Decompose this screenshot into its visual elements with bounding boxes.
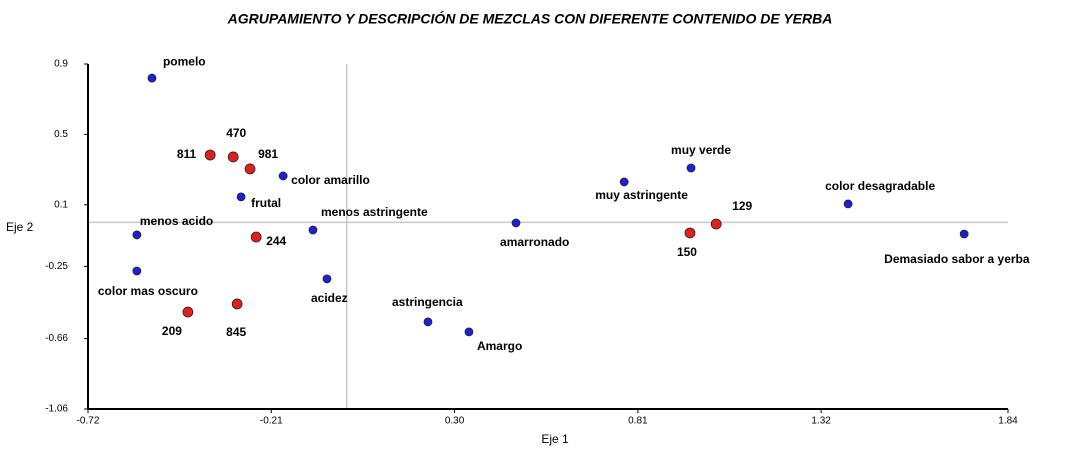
point (147, 73, 157, 83)
point (244, 163, 256, 175)
point (511, 218, 521, 228)
x-tick-label: -0.72 (77, 416, 100, 427)
point-label: Amargo (477, 339, 522, 353)
x-tick-label: -0.21 (260, 416, 283, 427)
point-label: 150 (677, 245, 697, 259)
point-label: muy astringente (595, 188, 688, 202)
point-label: 845 (226, 325, 246, 339)
point (322, 274, 332, 284)
point (204, 149, 216, 161)
point (231, 298, 243, 310)
point (236, 192, 246, 202)
point-label: color amarillo (291, 173, 370, 187)
y-tick-label: -1.06 (45, 404, 68, 415)
point (227, 151, 239, 163)
y-tick-label: 0.9 (54, 59, 68, 70)
y-tick-label: -0.66 (45, 333, 68, 344)
point-label: muy verde (671, 143, 731, 157)
point-label: color mas oscuro (98, 284, 198, 298)
point-label: 244 (266, 234, 286, 248)
point (843, 199, 853, 209)
point (619, 177, 629, 187)
x-tick-label: 0.30 (445, 416, 465, 427)
point-label: 209 (162, 324, 182, 338)
y-axis-label: Eje 2 (6, 220, 34, 234)
point-label: amarronado (500, 235, 569, 249)
point-label: 470 (226, 126, 246, 140)
point (308, 225, 318, 235)
point-label: pomelo (163, 54, 206, 68)
point-label: menos acido (140, 214, 213, 228)
point (132, 266, 142, 276)
point (423, 317, 433, 327)
point (278, 171, 288, 181)
point (132, 230, 142, 240)
y-tick-label: -0.25 (45, 261, 68, 272)
x-tick-label: 1.84 (998, 416, 1018, 427)
point-label: 129 (732, 199, 752, 213)
point (182, 306, 194, 318)
point (710, 218, 722, 230)
point-label: acidez (311, 291, 348, 305)
x-tick-label: 0.81 (628, 416, 648, 427)
point-label: 811 (177, 147, 197, 161)
point-label: frutal (251, 196, 281, 210)
y-tick-label: 0.1 (54, 199, 68, 210)
point (686, 163, 696, 173)
point-label: 981 (258, 147, 278, 161)
point (250, 231, 262, 243)
point-label: color desagradable (825, 179, 935, 193)
chart-title: AGRUPAMIENTO Y DESCRIPCIÓN DE MEZCLAS CO… (227, 10, 833, 27)
point-label: menos astringente (321, 205, 428, 219)
point (684, 227, 696, 239)
point-label: astringencia (392, 295, 463, 309)
y-tick-label: 0.5 (54, 129, 68, 140)
point (959, 229, 969, 239)
x-tick-label: 1.32 (811, 416, 831, 427)
x-axis-label: Eje 1 (541, 432, 569, 446)
point (464, 327, 474, 337)
point-label: Demasiado sabor a yerba (884, 252, 1030, 266)
